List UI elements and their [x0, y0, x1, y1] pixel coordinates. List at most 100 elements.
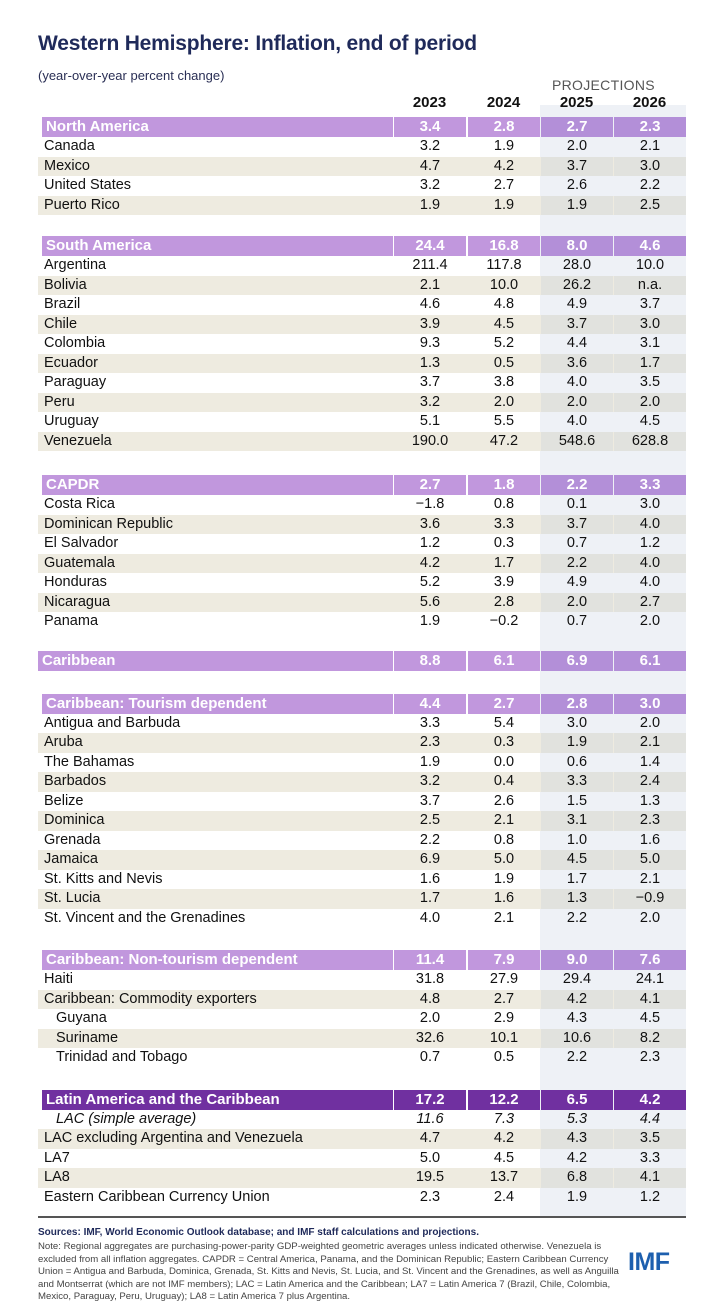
group-value-2024: 16.8 — [468, 236, 540, 256]
row-value-2023: 0.7 — [419, 1049, 441, 1065]
row-value-2023: 3.7 — [419, 792, 441, 809]
table-row: El Salvador 1.2 0.3 0.7 1.2 — [38, 534, 686, 554]
row-value-2025: 1.3 — [541, 889, 613, 909]
year-header: 2025 — [559, 94, 594, 111]
subtitle: (year-over-year percent change) — [38, 68, 225, 83]
row-value-2025: 4.0 — [566, 413, 588, 429]
table-row: Nicaragua 5.6 2.8 2.0 2.7 — [38, 592, 686, 612]
table-row: Mexico 4.7 4.2 3.7 3.0 — [38, 156, 686, 176]
row-value-2026: 2.3 — [614, 811, 686, 831]
group-name: North America — [46, 118, 149, 135]
row-value-2025: 4.9 — [566, 574, 588, 590]
row-value-2026: 1.4 — [639, 753, 661, 770]
row-value-2023: 211.4 — [412, 257, 448, 273]
row-label: Chile — [44, 315, 78, 332]
row-value-2024: 2.7 — [493, 177, 515, 193]
row-value-2025: 4.3 — [566, 1010, 588, 1026]
table-row: Ecuador 1.3 0.5 3.6 1.7 — [38, 353, 686, 373]
row-value-2025: 548.6 — [541, 431, 613, 451]
row-value-2025: 10.6 — [541, 1028, 613, 1048]
row-value-2024: 2.8 — [493, 593, 515, 610]
row-value-2024: 2.7 — [493, 990, 515, 1007]
table-row: Colombia 9.3 5.2 4.4 3.1 — [38, 334, 686, 354]
group-header-cell: Caribbean — [38, 650, 393, 671]
row-value-2023: 4.0 — [419, 909, 441, 926]
group-spacer — [38, 451, 686, 475]
row-value-2026: 1.2 — [639, 535, 661, 551]
row-value-2024: 1.7 — [493, 554, 515, 571]
row-value-2024: 0.0 — [493, 753, 515, 770]
row-value-2026: 2.1 — [614, 733, 686, 753]
row-label: Barbados — [44, 773, 107, 789]
row-value-2024: 3.8 — [493, 374, 515, 390]
row-value-2023: 3.2 — [419, 393, 441, 410]
row-value-2024: 0.8 — [493, 496, 515, 512]
table-row: Guatemala 4.2 1.7 2.2 4.0 — [38, 553, 686, 573]
row-value-2023: 1.7 — [419, 890, 441, 906]
table-row: Jamaica 6.9 5.0 4.5 5.0 — [38, 850, 686, 870]
row-value-2023: 1.9 — [419, 753, 441, 770]
group-value-2026: 3.0 — [614, 693, 686, 714]
row-value-2024: 0.8 — [493, 831, 515, 848]
row-value-2025: 1.0 — [566, 831, 588, 848]
row-label: United States — [44, 177, 132, 193]
page-title: Western Hemisphere: Inflation, end of pe… — [38, 32, 477, 55]
table-row: Brazil 4.6 4.8 4.9 3.7 — [38, 295, 686, 315]
row-value-2025: 3.3 — [541, 772, 613, 792]
row-label: Nicaragua — [44, 593, 111, 610]
row-value-2023: 1.3 — [419, 354, 441, 371]
row-value-2026: 2.1 — [639, 870, 661, 887]
table-row: Venezuela 190.0 47.2 548.6 628.8 — [38, 431, 686, 451]
row-value-2023: 2.5 — [419, 812, 441, 828]
row-value-2025: 4.5 — [541, 850, 613, 870]
row-value-2024: 47.2 — [489, 432, 519, 449]
row-label: Argentina — [44, 257, 107, 273]
table-row: Barbados 3.2 0.4 3.3 2.4 — [38, 772, 686, 792]
row-label: Antigua and Barbuda — [44, 714, 181, 731]
group-value-2023: 4.4 — [394, 693, 466, 714]
row-value-2023: 3.7 — [419, 374, 441, 390]
row-value-2026: 4.0 — [614, 553, 686, 573]
row-value-2025: 29.4 — [562, 971, 592, 987]
row-value-2026: 4.5 — [639, 413, 661, 429]
row-value-2025: 1.9 — [541, 733, 613, 753]
row-value-2025: 2.0 — [541, 592, 613, 612]
row-value-2025: 1.5 — [566, 792, 588, 809]
row-value-2024: 3.3 — [493, 515, 515, 532]
group-value-2025: 2.7 — [541, 117, 613, 137]
row-value-2025: 4.2 — [566, 1149, 588, 1166]
table-row: St. Kitts and Nevis 1.6 1.9 1.7 2.1 — [38, 870, 686, 890]
group-header-cell: Caribbean: Tourism dependent — [42, 693, 393, 714]
group-header-row: North America 3.4 2.8 2.7 2.3 — [38, 117, 686, 137]
row-label: Belize — [44, 792, 84, 809]
row-value-2023: 2.3 — [419, 1188, 441, 1205]
row-value-2024: 4.5 — [493, 1149, 515, 1166]
row-value-2026: 1.2 — [639, 1188, 661, 1205]
row-value-2026: 2.1 — [639, 138, 661, 154]
row-value-2024: 7.3 — [493, 1110, 515, 1127]
row-value-2024: 5.4 — [493, 714, 515, 731]
year-header: 2026 — [632, 94, 667, 111]
group-value-2023: 2.7 — [394, 475, 466, 495]
row-value-2024: 5.2 — [493, 335, 515, 351]
row-value-2024: 1.9 — [493, 138, 515, 154]
row-value-2024: 2.9 — [493, 1010, 515, 1026]
row-value-2024: 1.6 — [493, 890, 515, 906]
row-value-2026: 3.5 — [639, 374, 661, 390]
table-row: Belize 3.7 2.6 1.5 1.3 — [38, 792, 686, 812]
group-header-cell: Latin America and the Caribbean — [42, 1089, 393, 1110]
row-label: Colombia — [44, 335, 106, 351]
table-row: Paraguay 3.7 3.8 4.0 3.5 — [38, 373, 686, 393]
row-label: Panama — [44, 613, 99, 629]
group-value-2024: 2.8 — [468, 117, 540, 137]
row-value-2026: 2.2 — [639, 177, 661, 193]
row-value-2026: 3.0 — [614, 156, 686, 176]
group-header-row: Caribbean 8.8 6.1 6.9 6.1 — [38, 650, 686, 671]
row-label: Guatemala — [44, 554, 115, 571]
row-value-2024: 2.1 — [493, 909, 515, 926]
group-name: Caribbean — [42, 651, 116, 669]
row-value-2026: 1.7 — [614, 353, 686, 373]
row-value-2023: −1.8 — [415, 496, 445, 512]
row-value-2026: 3.3 — [639, 1149, 661, 1166]
group-value-2024: 12.2 — [468, 1089, 540, 1110]
